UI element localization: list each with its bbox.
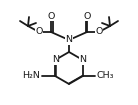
Text: O: O bbox=[83, 12, 91, 21]
Text: O: O bbox=[95, 28, 103, 37]
Text: H₂N: H₂N bbox=[22, 72, 40, 81]
Text: N: N bbox=[79, 56, 86, 64]
Text: CH₃: CH₃ bbox=[97, 72, 114, 81]
Text: O: O bbox=[35, 28, 43, 37]
Text: N: N bbox=[66, 35, 72, 45]
Text: O: O bbox=[47, 12, 55, 21]
Text: N: N bbox=[52, 56, 59, 64]
